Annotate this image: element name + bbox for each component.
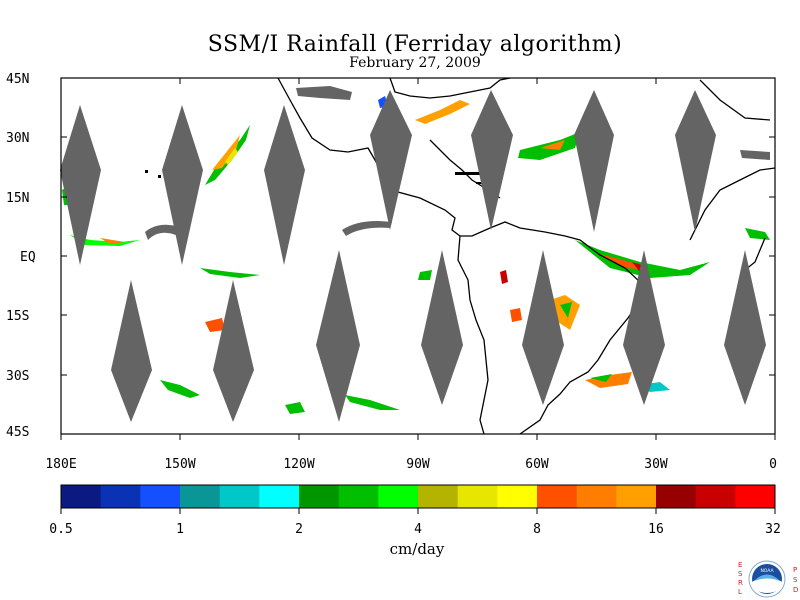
colorbar-label-0-5: 0.5 — [49, 522, 72, 537]
svg-text:E: E — [738, 561, 742, 569]
rainfall-patches — [62, 96, 770, 414]
colorbar-swatch — [378, 485, 419, 508]
svg-text:D: D — [793, 586, 798, 594]
colorbar-swatch — [338, 485, 379, 508]
lon-label-60w: 60W — [525, 457, 549, 472]
colorbar-label-1: 1 — [176, 522, 184, 537]
lon-label-150w: 150W — [164, 457, 195, 472]
colorbar-swatch — [299, 485, 340, 508]
lon-label-0: 0 — [769, 457, 777, 472]
lat-label-15s: 15S — [6, 309, 29, 324]
colorbar-label-32: 32 — [765, 522, 781, 537]
longitude-labels: 180E 150W 120W 90W 60W 30W 0 — [45, 457, 777, 472]
colorbar-units: cm/day — [389, 540, 445, 558]
colorbar-swatch — [656, 485, 697, 508]
colorbar-label-2: 2 — [295, 522, 303, 537]
lat-label-45n: 45N — [6, 72, 29, 87]
map-title: SSM/I Rainfall (Ferriday algorithm) — [207, 32, 623, 57]
psd-letters: PSD — [793, 566, 798, 594]
lon-label-120w: 120W — [283, 457, 314, 472]
noaa-emblem-text: NOAA — [760, 568, 774, 574]
svg-text:R: R — [738, 579, 743, 587]
lon-label-180e: 180E — [45, 457, 76, 472]
colorbar-label-8: 8 — [533, 522, 541, 537]
colorbar-swatch — [576, 485, 617, 508]
lon-label-30w: 30W — [644, 457, 668, 472]
lon-label-90w: 90W — [406, 457, 430, 472]
lat-label-30n: 30N — [6, 131, 29, 146]
missing-data-swaths — [60, 86, 770, 422]
colorbar-swatch — [259, 485, 300, 508]
svg-text:L: L — [738, 588, 742, 596]
colorbar-swatch — [180, 485, 221, 508]
colorbar — [60, 484, 776, 514]
lat-label-eq: EQ — [20, 250, 36, 265]
latitude-labels: 45N 30N 15N EQ 15S 30S 45S — [6, 72, 36, 440]
colorbar-swatch — [100, 485, 141, 508]
svg-text:P: P — [793, 566, 797, 574]
colorbar-swatch — [457, 485, 498, 508]
colorbar-swatch — [61, 485, 102, 508]
colorbar-swatch — [735, 485, 776, 508]
graticule-ticks — [60, 77, 776, 440]
lat-label-30s: 30S — [6, 369, 29, 384]
colorbar-swatch — [616, 485, 657, 508]
lat-label-45s: 45S — [6, 425, 29, 440]
svg-text:S: S — [793, 576, 798, 584]
colorbar-label-4: 4 — [414, 522, 422, 537]
lat-label-15n: 15N — [6, 191, 29, 206]
map-date: February 27, 2009 — [349, 55, 481, 71]
coastlines — [277, 77, 776, 435]
colorbar-labels: 0.5 1 2 4 8 16 32 — [49, 522, 781, 537]
colorbar-swatch — [497, 485, 538, 508]
colorbar-label-16: 16 — [648, 522, 664, 537]
colorbar-swatch — [140, 485, 181, 508]
colorbar-swatch — [695, 485, 736, 508]
map-background — [61, 78, 775, 434]
colorbar-swatch — [219, 485, 260, 508]
colorbar-swatch — [537, 485, 578, 508]
colorbar-swatch — [418, 485, 459, 508]
svg-text:S: S — [738, 570, 743, 578]
